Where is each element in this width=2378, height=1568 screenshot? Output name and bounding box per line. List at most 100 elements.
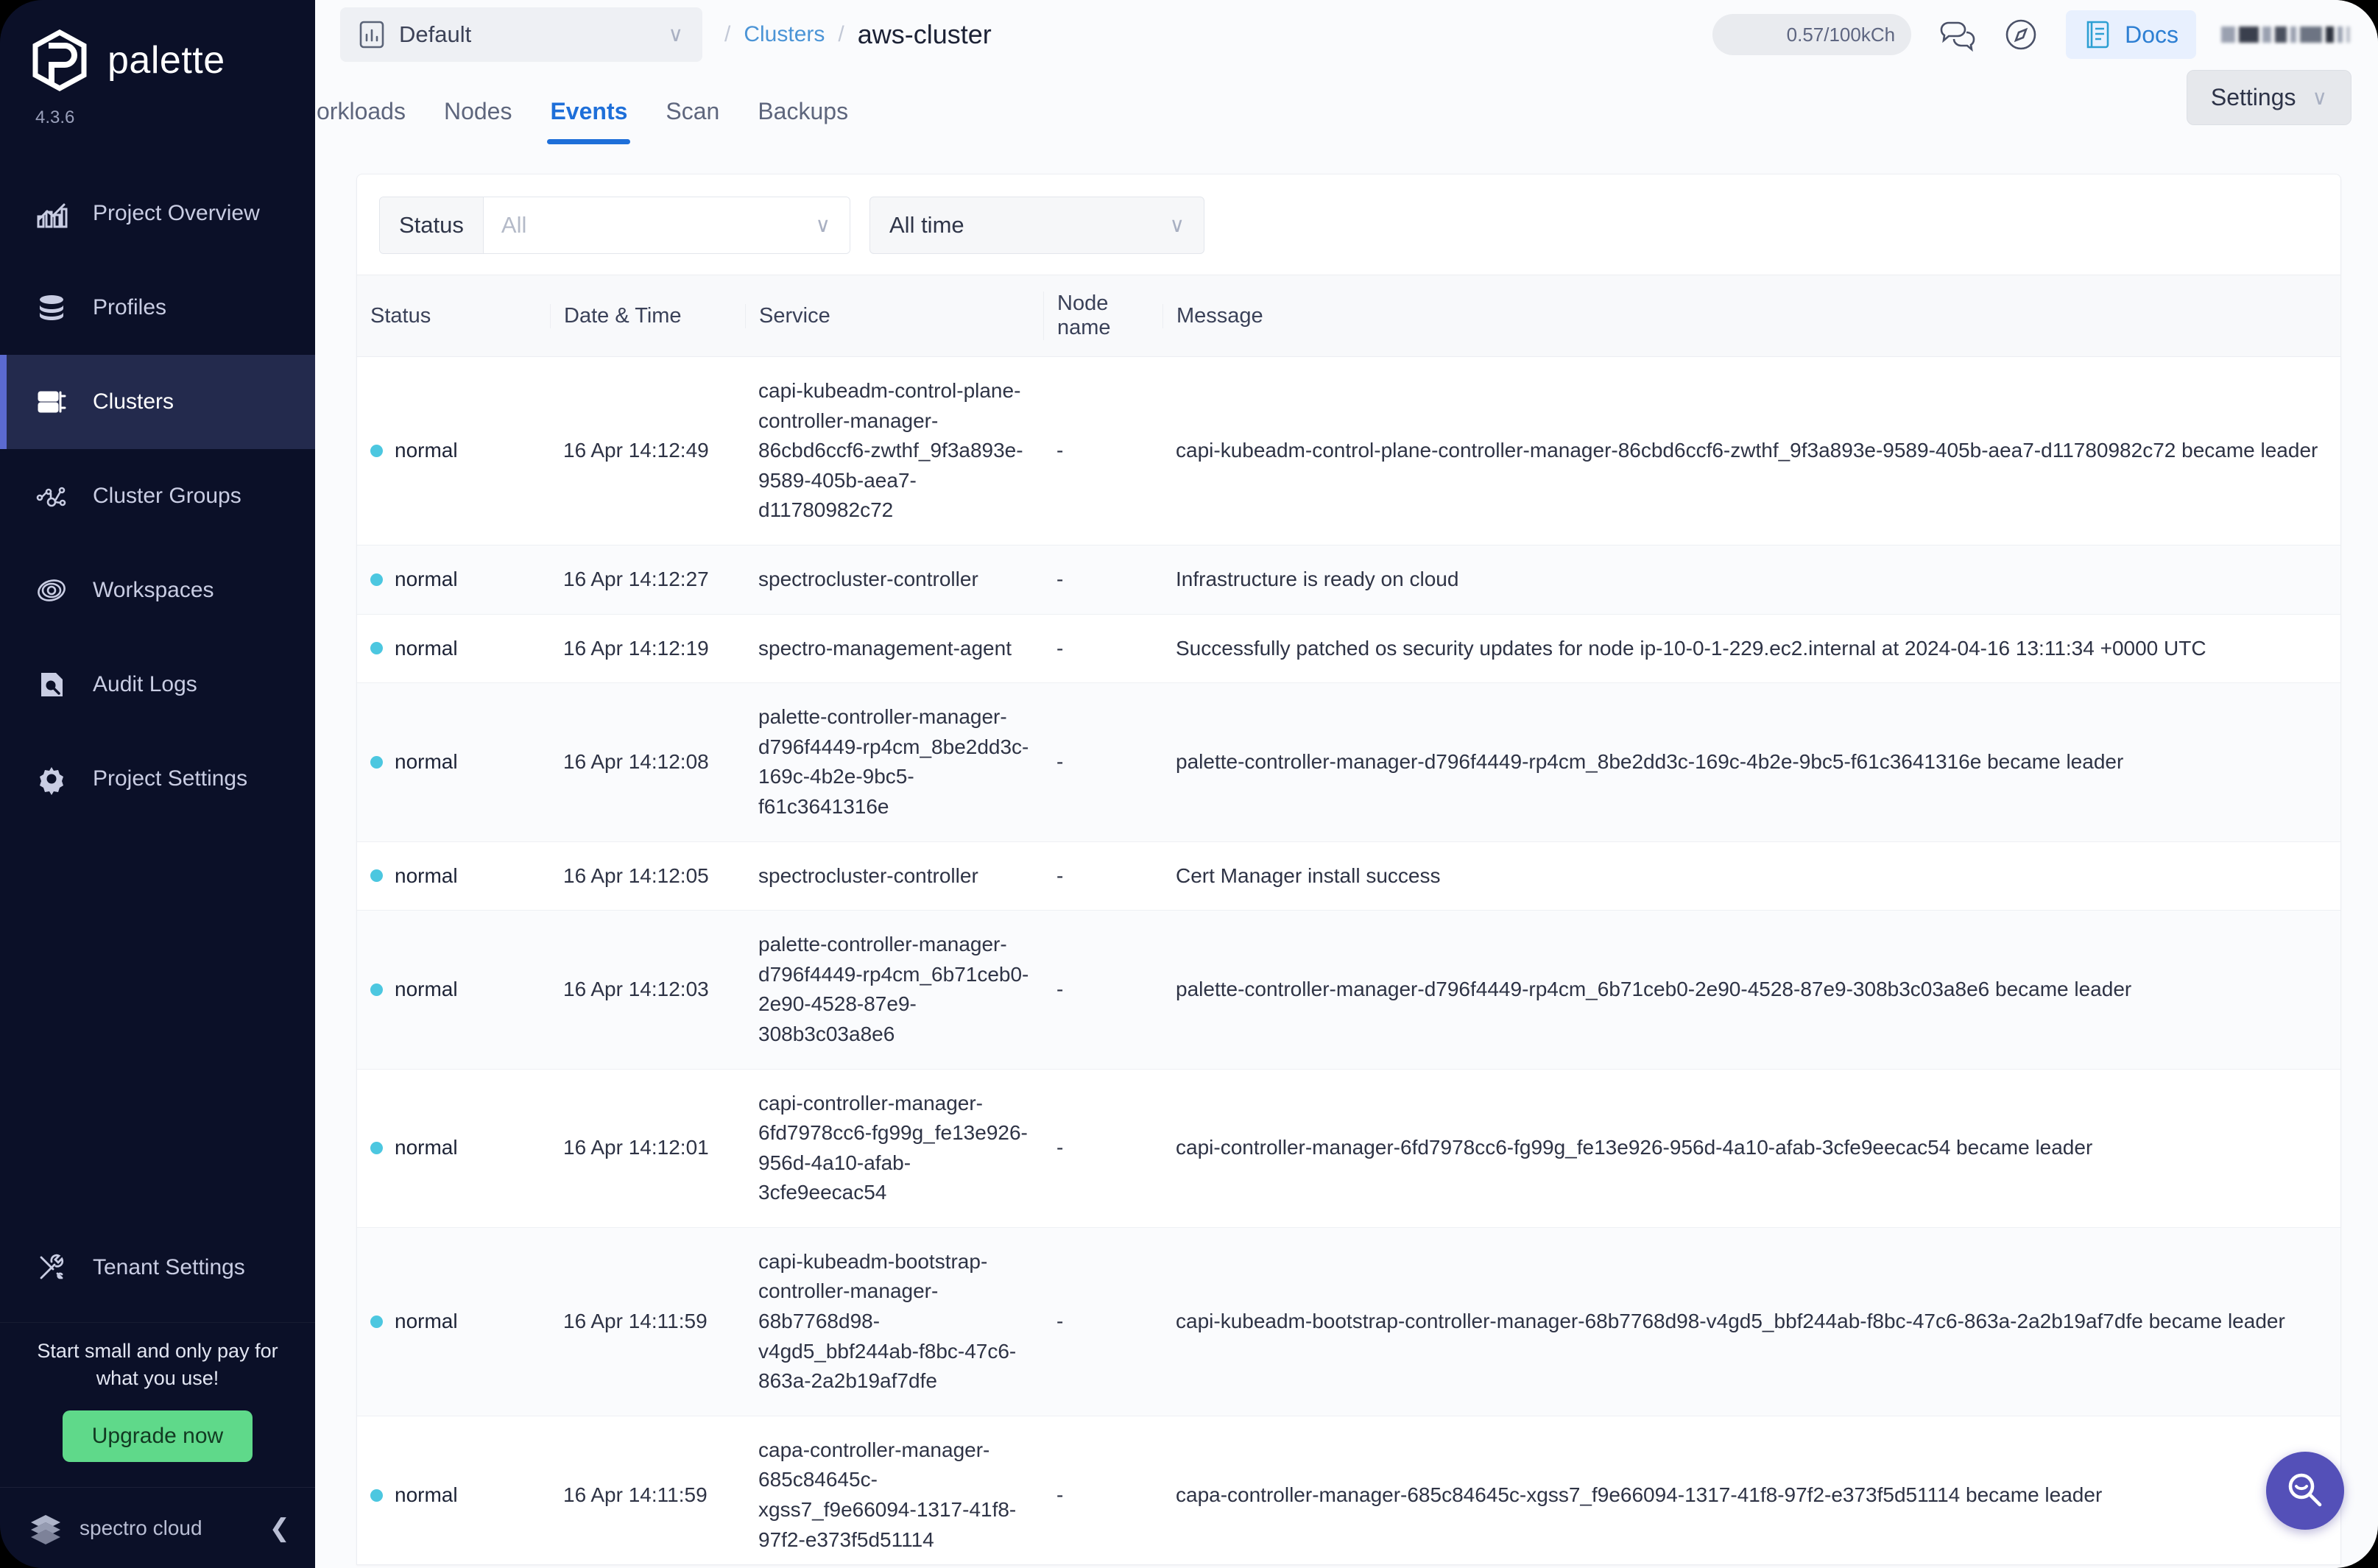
settings-button[interactable]: Settings ∨	[2186, 70, 2351, 125]
cell-node: -	[1043, 841, 1162, 911]
table-row[interactable]: normal 16 Apr 14:11:59 capi-kubeadm-boot…	[357, 1227, 2340, 1416]
cell-date[interactable]: 16 Apr 14:12:49	[550, 356, 745, 545]
cell-status: normal	[357, 1416, 550, 1564]
cell-service[interactable]: spectrocluster-controller	[745, 545, 1043, 615]
status-dot-normal	[370, 983, 383, 996]
cell-service[interactable]: capa-controller-manager-685c84645c-xgss7…	[745, 1416, 1043, 1564]
status-dot-normal	[370, 642, 383, 655]
cell-service[interactable]: spectrocluster-controller	[745, 841, 1043, 911]
cell-node: -	[1043, 682, 1162, 842]
sidebar-item-label: Workspaces	[93, 578, 214, 602]
chevron-left-icon[interactable]: ❮	[269, 1514, 291, 1542]
project-name: Default	[399, 21, 472, 47]
user-account-name[interactable]	[2221, 20, 2350, 49]
cell-date[interactable]: 16 Apr 14:12:01	[550, 1069, 745, 1228]
cluster-tabs: orkloads Nodes Events Scan Backups Setti…	[315, 69, 2378, 144]
project-selector[interactable]: Default ∨	[340, 7, 702, 62]
status-badge: normal	[395, 978, 458, 1001]
tab-nodes[interactable]: Nodes	[443, 98, 512, 124]
status-badge: normal	[395, 1310, 458, 1333]
search-fab-button[interactable]	[2266, 1452, 2344, 1530]
status-dot-normal	[370, 573, 383, 586]
status-filter-chevron-wrap: ∨	[815, 197, 850, 253]
tab-workloads[interactable]: orkloads	[317, 98, 406, 124]
column-header-node[interactable]: Node name	[1043, 275, 1162, 357]
page-title: aws-cluster	[857, 19, 992, 49]
table-row[interactable]: normal 16 Apr 14:12:08 palette-controlle…	[357, 682, 2340, 842]
document-search-icon	[35, 668, 68, 701]
sidebar-item-project-overview[interactable]: Project Overview	[0, 166, 315, 261]
chat-bubbles-icon[interactable]	[1936, 15, 1976, 54]
brand-name: palette	[107, 39, 225, 82]
status-badge: normal	[395, 567, 458, 590]
status-filter-label: Status	[380, 197, 484, 253]
cell-node: -	[1043, 910, 1162, 1070]
cell-status: normal	[357, 1227, 550, 1416]
cell-service[interactable]: capi-controller-manager-6fd7978cc6-fg99g…	[745, 1069, 1043, 1228]
sidebar-item-clusters[interactable]: Clusters	[0, 355, 315, 449]
tab-backups[interactable]: Backups	[758, 98, 849, 124]
cell-service[interactable]: spectro-management-agent	[745, 614, 1043, 684]
column-header-date[interactable]: Date & Time	[550, 275, 745, 357]
cell-date[interactable]: 16 Apr 14:11:59	[550, 1227, 745, 1416]
breadcrumb-clusters-link[interactable]: Clusters	[744, 22, 825, 46]
status-badge: normal	[395, 1136, 458, 1159]
cell-date[interactable]: 16 Apr 14:11:59	[550, 1416, 745, 1564]
cell-status: normal	[357, 614, 550, 684]
sidebar-item-audit-logs[interactable]: Audit Logs	[0, 638, 315, 732]
column-header-status[interactable]: Status	[357, 275, 550, 357]
tools-icon	[35, 1251, 68, 1284]
tab-events[interactable]: Events	[531, 98, 646, 144]
table-row[interactable]: normal 16 Apr 14:12:05 spectrocluster-co…	[357, 841, 2340, 911]
column-header-message[interactable]: Message	[1162, 275, 2340, 357]
cell-service[interactable]: capi-kubeadm-bootstrap-controller-manage…	[745, 1227, 1043, 1416]
upgrade-now-button[interactable]: Upgrade now	[62, 1410, 253, 1462]
chevron-down-icon: ∨	[668, 23, 684, 46]
cell-node: -	[1043, 1069, 1162, 1228]
status-badge: normal	[395, 439, 458, 462]
cell-date[interactable]: 16 Apr 14:12:27	[550, 545, 745, 615]
cell-service[interactable]: capi-kubeadm-control-plane-controller-ma…	[745, 356, 1043, 545]
table-header-row: Status Date & Time Service Node name Mes…	[357, 275, 2340, 357]
sidebar-item-workspaces[interactable]: Workspaces	[0, 543, 315, 638]
palette-logo-icon	[31, 29, 88, 91]
table-row[interactable]: normal 16 Apr 14:11:59 capa-controller-m…	[357, 1416, 2340, 1564]
status-badge: normal	[395, 636, 458, 660]
time-range-filter[interactable]: All time ∨	[869, 197, 1204, 254]
sidebar-item-cluster-groups[interactable]: Cluster Groups	[0, 449, 315, 543]
cell-date[interactable]: 16 Apr 14:12:05	[550, 841, 745, 911]
server-rack-icon	[35, 386, 68, 418]
cell-date[interactable]: 16 Apr 14:12:19	[550, 614, 745, 684]
cell-date[interactable]: 16 Apr 14:12:03	[550, 910, 745, 1070]
sidebar-item-profiles[interactable]: Profiles	[0, 261, 315, 355]
sidebar-item-project-settings[interactable]: Project Settings	[0, 732, 315, 826]
status-dot-normal	[370, 1488, 383, 1502]
status-filter[interactable]: Status All ∨	[379, 197, 850, 254]
table-row[interactable]: normal 16 Apr 14:12:01 capi-controller-m…	[357, 1069, 2340, 1228]
docs-button[interactable]: Docs	[2066, 10, 2196, 59]
brand: palette	[0, 0, 315, 91]
table-row[interactable]: normal 16 Apr 14:12:19 spectro-managemen…	[357, 614, 2340, 684]
events-table-body: normal 16 Apr 14:12:49 capi-kubeadm-cont…	[357, 356, 2340, 1564]
column-header-service[interactable]: Service	[745, 275, 1043, 357]
table-row[interactable]: normal 16 Apr 14:12:03 palette-controlle…	[357, 910, 2340, 1070]
table-row[interactable]: normal 16 Apr 14:12:27 spectrocluster-co…	[357, 545, 2340, 615]
cell-node: -	[1043, 356, 1162, 545]
sidebar-item-tenant-settings[interactable]: Tenant Settings	[0, 1221, 315, 1315]
table-row[interactable]: normal 16 Apr 14:12:49 capi-kubeadm-cont…	[357, 356, 2340, 545]
stack-layers-icon	[35, 292, 68, 324]
cell-service[interactable]: palette-controller-manager-d796f4449-rp4…	[745, 910, 1043, 1070]
cell-node: -	[1043, 545, 1162, 615]
breadcrumb: / Clusters / aws-cluster	[724, 19, 992, 50]
compass-icon[interactable]	[2001, 15, 2041, 54]
status-filter-input[interactable]: All	[483, 197, 816, 253]
cell-service[interactable]: palette-controller-manager-d796f4449-rp4…	[745, 682, 1043, 842]
breadcrumb-separator-2: /	[838, 22, 844, 46]
spectro-cloud-label: spectro cloud	[80, 1516, 202, 1539]
cell-message: capi-kubeadm-bootstrap-controller-manage…	[1162, 1227, 2340, 1416]
tab-scan[interactable]: Scan	[666, 98, 720, 124]
breadcrumb-separator: /	[724, 22, 731, 46]
cell-date[interactable]: 16 Apr 14:12:08	[550, 682, 745, 842]
cell-message: capi-kubeadm-control-plane-controller-ma…	[1162, 356, 2340, 545]
events-table-header: Status Date & Time Service Node name Mes…	[357, 275, 2340, 357]
